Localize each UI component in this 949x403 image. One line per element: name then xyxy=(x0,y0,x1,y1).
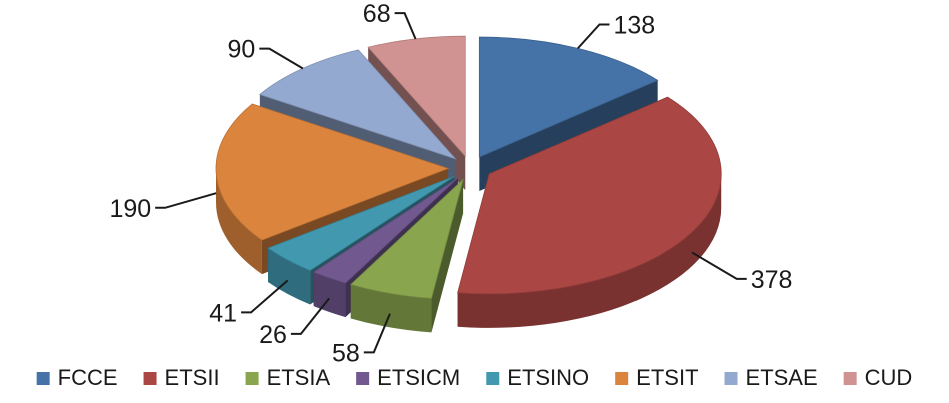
slice-rim xyxy=(268,248,311,305)
data-label-etsii: 378 xyxy=(751,266,793,294)
slice-rim xyxy=(313,272,346,318)
data-label-etsino: 41 xyxy=(209,299,237,327)
label-leaders xyxy=(155,12,747,354)
legend-label: ETSINO xyxy=(507,365,589,390)
slice-etsii xyxy=(457,96,722,328)
leader-etsicm xyxy=(290,297,330,335)
legend-entry-etsae: ETSAE xyxy=(724,365,818,390)
legend: FCCE ETSII ETSIA ETSICM ETSINO ETSIT ETSAE CUD xyxy=(36,365,913,390)
data-label-etsia: 58 xyxy=(332,339,360,367)
legend-label: CUD xyxy=(865,365,913,390)
slice-top xyxy=(215,103,450,241)
leader-etsit xyxy=(155,192,217,209)
slice-rim xyxy=(457,173,722,328)
legend-swatch xyxy=(36,372,50,385)
slice-etsia xyxy=(350,178,464,333)
legend-entry-cud: CUD xyxy=(843,365,913,390)
slice-top xyxy=(267,176,455,271)
legend-label: FCCE xyxy=(58,365,118,390)
legend-swatch xyxy=(724,372,738,385)
leader-etsia xyxy=(363,313,391,354)
slice-top xyxy=(478,36,659,158)
legend-label: ETSICM xyxy=(377,365,460,390)
data-label-fcce: 138 xyxy=(613,11,655,39)
leader-etsino xyxy=(241,279,289,314)
legend-label: ETSIT xyxy=(636,365,698,390)
legend-swatch xyxy=(143,372,157,385)
leader-etsae xyxy=(259,47,304,70)
data-label-etsit: 190 xyxy=(109,195,151,223)
leader-fcce xyxy=(577,23,610,50)
legend-swatch xyxy=(356,372,370,385)
slice-top xyxy=(259,49,457,160)
data-label-etsicm: 26 xyxy=(259,321,287,349)
legend-entry-etsia: ETSIA xyxy=(245,365,331,390)
legend-entry-etsicm: ETSICM xyxy=(356,365,460,390)
legend-entry-fcce: FCCE xyxy=(36,365,118,390)
slice-top xyxy=(312,177,459,284)
slice-top xyxy=(457,96,722,295)
legend-entry-etsit: ETSIT xyxy=(615,365,699,390)
pie-slices xyxy=(215,35,722,333)
data-label-cud: 68 xyxy=(363,0,391,28)
leader-cud xyxy=(394,12,417,40)
data-labels: 138 378 58 26 41 190 90 68 xyxy=(109,0,792,367)
leader-etsii xyxy=(691,251,747,280)
legend-label: ETSII xyxy=(165,365,220,390)
legend-label: ETSIA xyxy=(267,365,331,390)
legend-swatch xyxy=(843,372,857,385)
data-label-etsae: 90 xyxy=(228,36,256,64)
legend-swatch xyxy=(486,372,500,385)
legend-entry-etsino: ETSINO xyxy=(486,365,589,390)
legend-label: ETSAE xyxy=(746,365,818,390)
slice-top xyxy=(350,178,464,299)
legend-swatch xyxy=(615,372,629,385)
legend-entry-etsii: ETSII xyxy=(143,365,220,390)
legend-swatch xyxy=(245,372,259,385)
